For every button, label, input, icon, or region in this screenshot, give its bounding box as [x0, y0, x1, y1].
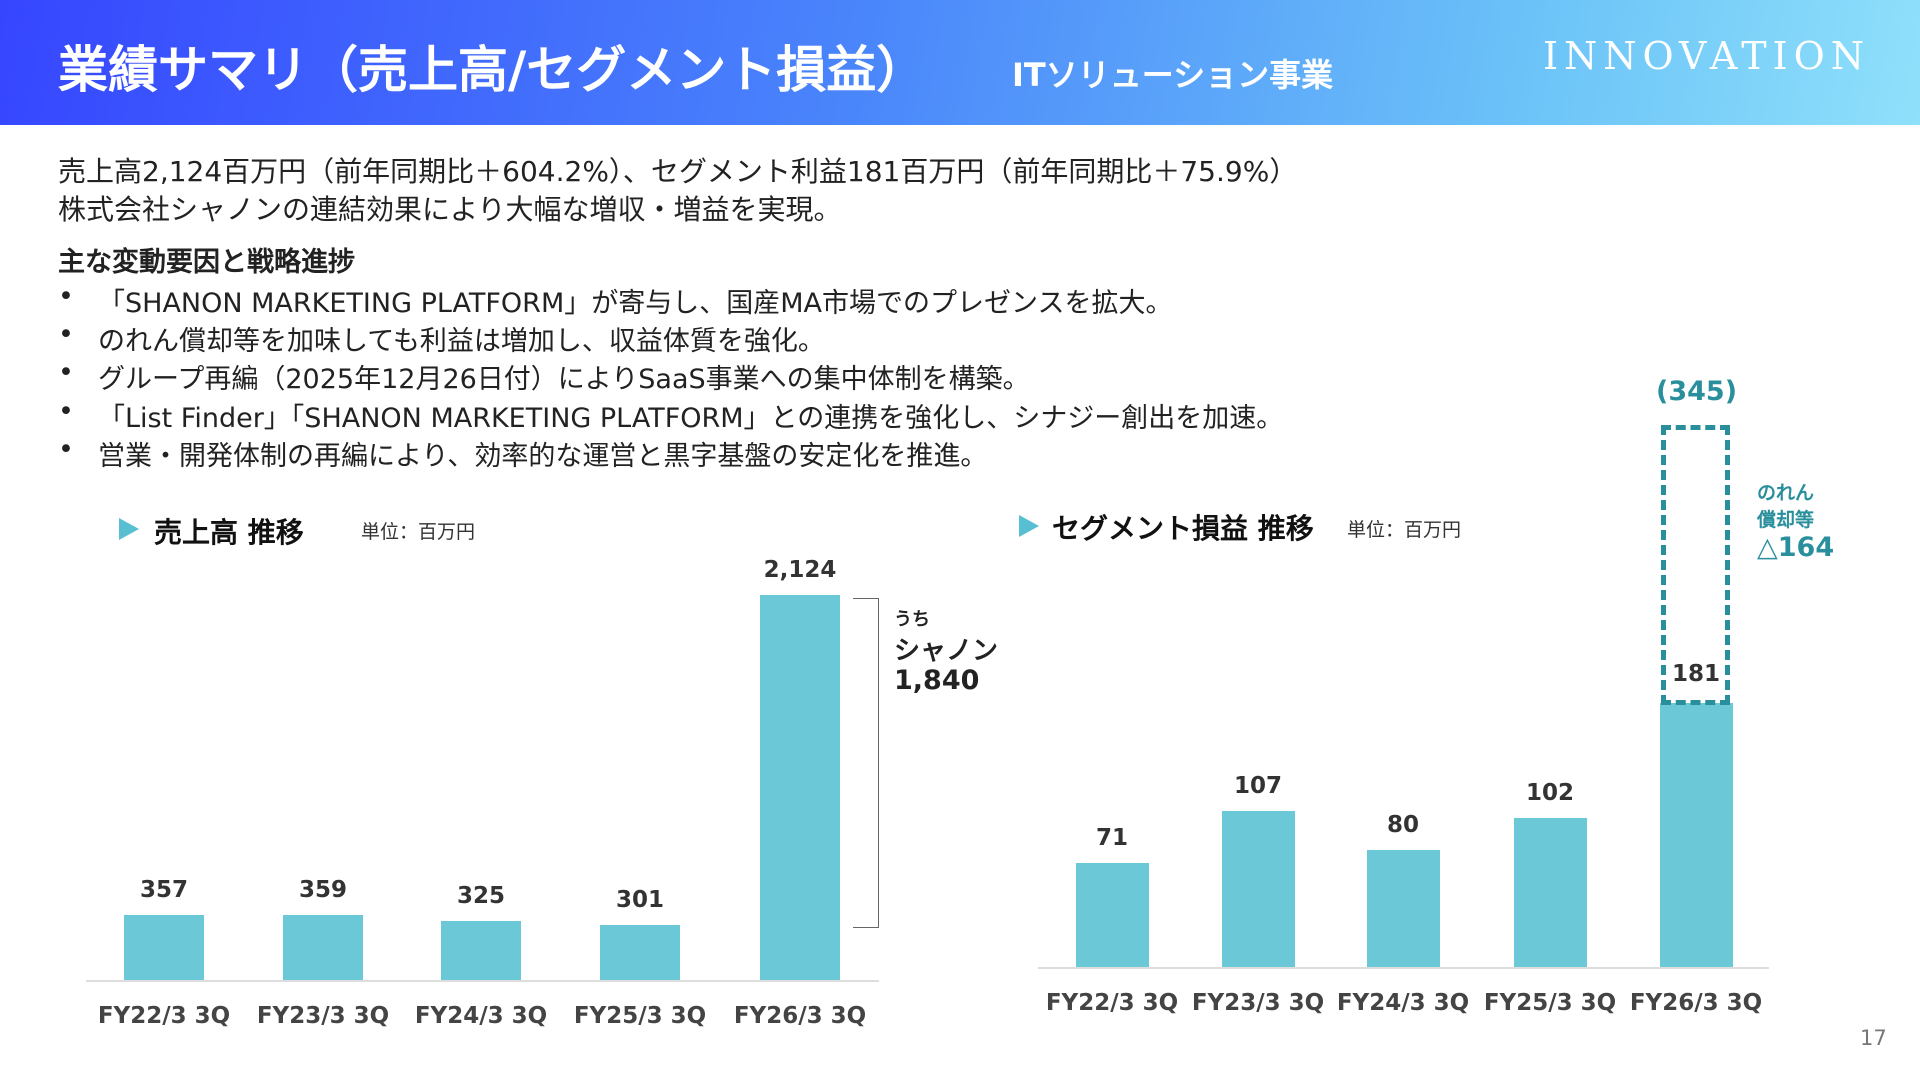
- triangle-marker-icon: [119, 518, 139, 540]
- pre-amortization-label: (345): [1656, 376, 1738, 407]
- sales-bar: [124, 915, 204, 980]
- sales-value-label: 325: [456, 883, 506, 910]
- segment-value-label: 107: [1233, 772, 1283, 799]
- sales-x-tick-label: FY22/3 3Q: [97, 1003, 231, 1029]
- segment-value-label: 71: [1095, 825, 1129, 852]
- segment-value-label: 102: [1525, 780, 1575, 807]
- page-number: 17: [1860, 1026, 1887, 1050]
- segment-x-tick-label: FY26/3 3Q: [1629, 990, 1763, 1016]
- pre-amortization-dashed-box: [1661, 425, 1730, 705]
- triangle-marker-icon: [1019, 515, 1039, 537]
- bullet-dot: •: [58, 434, 74, 465]
- segment-x-tick-label: FY25/3 3Q: [1483, 990, 1617, 1016]
- segment-x-tick-label: FY24/3 3Q: [1336, 990, 1470, 1016]
- sales-value-label: 359: [298, 876, 348, 903]
- shanon-value: 1,840: [894, 665, 980, 696]
- factor-item: のれん償却等を加味しても利益は増加し、収益体質を強化。: [98, 326, 825, 357]
- sales-axis-line: [86, 980, 879, 982]
- summary-line-2: 株式会社シャノンの連結効果により大幅な増収・増益を実現。: [58, 193, 842, 226]
- sales-value-label: 357: [139, 877, 189, 904]
- factor-item: グループ再編（2025年12月26日付）によりSaaS事業への集中体制を構築。: [98, 364, 1030, 395]
- factors-heading: 主な変動要因と戦略進捗: [58, 247, 355, 278]
- sales-value-label: 2,124: [763, 557, 837, 583]
- sales-x-tick-label: FY23/3 3Q: [256, 1003, 390, 1029]
- shanon-prefix: うち: [894, 609, 930, 630]
- sales-chart-unit: 単位：百万円: [361, 521, 476, 543]
- segment-bar: [1513, 818, 1587, 967]
- segment-chart-title: セグメント損益 推移: [1052, 512, 1314, 545]
- segment-bar: [1221, 810, 1295, 967]
- page-title: 業績サマリ（売上高/セグメント損益）: [58, 41, 927, 99]
- amortization-label-1: のれん: [1757, 482, 1815, 504]
- factor-item: 営業・開発体制の再編により、効率的な運営と黒字基盤の安定化を推進。: [98, 441, 988, 472]
- summary-line-1: 売上高2,124百万円（前年同期比＋604.2%）、セグメント利益181百万円（…: [58, 155, 1298, 188]
- segment-bar: [1075, 863, 1149, 967]
- sales-value-label: 301: [615, 887, 665, 914]
- segment-bar: [1366, 850, 1440, 967]
- sales-bar: [283, 914, 363, 980]
- segment-x-tick-label: FY23/3 3Q: [1191, 990, 1325, 1016]
- bullet-dot: •: [58, 281, 74, 312]
- page-subtitle: ITソリューション事業: [1012, 56, 1334, 94]
- sales-x-tick-label: FY26/3 3Q: [733, 1003, 867, 1029]
- amortization-label-2: 償却等: [1757, 509, 1815, 531]
- segment-chart-unit: 単位：百万円: [1347, 519, 1462, 541]
- company-logo: INNOVATION: [1543, 34, 1870, 78]
- segment-value-label: 181: [1671, 661, 1721, 687]
- bullet-dot: •: [58, 319, 74, 350]
- bullet-dot: •: [58, 357, 74, 388]
- sales-bar: [600, 925, 680, 980]
- shanon-bracket: [853, 598, 879, 928]
- sales-chart-title: 売上高 推移: [154, 516, 304, 549]
- sales-bar: [441, 921, 521, 980]
- segment-bar: [1659, 703, 1733, 967]
- segment-value-label: 80: [1386, 812, 1420, 839]
- factor-item: 「SHANON MARKETING PLATFORM」が寄与し、国産MA市場での…: [98, 288, 1173, 319]
- factor-item: 「List Finder」「SHANON MARKETING PLATFORM」…: [98, 403, 1284, 434]
- sales-bar: [760, 595, 840, 980]
- sales-x-tick-label: FY25/3 3Q: [573, 1003, 707, 1029]
- sales-x-tick-label: FY24/3 3Q: [414, 1003, 548, 1029]
- bullet-dot: •: [58, 396, 74, 427]
- header-banner: [0, 0, 1920, 125]
- shanon-label: シャノン: [894, 636, 999, 666]
- segment-x-tick-label: FY22/3 3Q: [1045, 990, 1179, 1016]
- amortization-value: △164: [1757, 532, 1835, 563]
- segment-axis-line: [1038, 967, 1769, 969]
